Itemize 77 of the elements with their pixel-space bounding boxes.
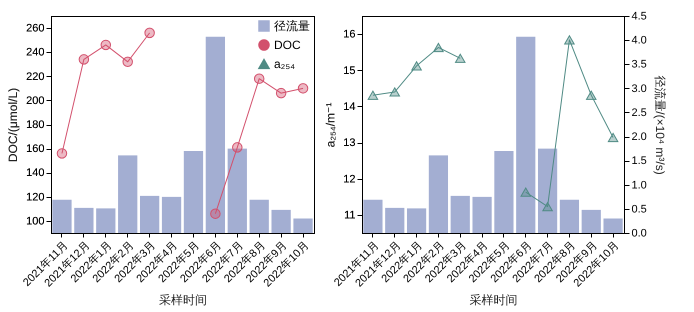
- point: [455, 54, 466, 63]
- y-tick-label: 240: [26, 46, 44, 59]
- y-tick-label: 120: [26, 191, 44, 204]
- point: [78, 54, 90, 65]
- y2-tick-label: 2.5: [632, 106, 647, 119]
- bar: [560, 200, 580, 233]
- point: [368, 90, 378, 100]
- legend-label: DOC: [274, 38, 301, 52]
- legend-label: a₂₅₄: [274, 57, 296, 71]
- bar: [52, 200, 72, 233]
- x-axis-title: 采样时间: [470, 292, 518, 307]
- point: [232, 142, 243, 153]
- point: [298, 83, 308, 94]
- bar: [385, 208, 404, 233]
- point: [210, 208, 221, 219]
- y-axis-title: a₂₅₄/m⁻¹: [323, 102, 338, 148]
- bar: [228, 148, 247, 233]
- point: [100, 40, 112, 50]
- y-tick-label: 11: [344, 209, 356, 222]
- y2-axis-title: 径流量/(×10⁴ m³/s): [652, 75, 667, 175]
- bar: [494, 151, 514, 233]
- y-tick-label: 13: [343, 137, 356, 150]
- bar: [582, 210, 601, 233]
- point: [254, 73, 264, 84]
- y-tick-label: 260: [26, 22, 44, 35]
- y2-tick-label: 4.5: [632, 10, 647, 22]
- y-tick-label: 140: [26, 167, 44, 180]
- bar: [96, 208, 116, 233]
- y2-tick-label: 1.5: [632, 155, 647, 168]
- x-axis-title: 采样时间: [159, 292, 207, 307]
- y2-tick-label: 3.5: [632, 58, 647, 71]
- bar: [184, 151, 204, 233]
- y-tick-label: 180: [26, 119, 44, 131]
- y-axis-title: DOC/(μmol/L): [6, 88, 20, 162]
- bar: [406, 208, 426, 233]
- y-tick-label: 220: [26, 70, 44, 83]
- y-tick-label: 16: [343, 28, 356, 41]
- bar: [516, 36, 536, 233]
- y2-tick-label: 2.0: [632, 131, 647, 144]
- point: [542, 202, 553, 212]
- point: [56, 148, 68, 159]
- y2-tick-label: 0.5: [632, 203, 647, 216]
- y-tick-label: 160: [26, 143, 44, 156]
- bar: [603, 218, 623, 233]
- y-tick-label: 200: [26, 94, 44, 107]
- point: [411, 61, 422, 71]
- bar: [538, 148, 558, 233]
- bar: [118, 155, 138, 233]
- y-tick-label: 15: [343, 64, 356, 77]
- y-tick-label: 100: [26, 215, 44, 228]
- point: [276, 88, 286, 98]
- bar: [450, 196, 470, 233]
- point: [608, 132, 618, 142]
- point: [564, 35, 575, 44]
- bar: [74, 208, 94, 233]
- bar: [472, 196, 492, 233]
- bar: [162, 196, 182, 233]
- bar: [206, 36, 226, 233]
- bar: [363, 200, 383, 233]
- legend-label: 径流量: [274, 19, 310, 33]
- bar: [271, 210, 291, 233]
- bar: [250, 200, 269, 233]
- y2-tick-label: 1.0: [632, 179, 647, 192]
- point: [122, 56, 133, 68]
- y2-tick-label: 4.0: [632, 34, 647, 47]
- point: [586, 90, 596, 100]
- point: [390, 87, 400, 97]
- point: [520, 188, 531, 197]
- bar: [140, 196, 160, 233]
- y2-tick-label: 3.0: [632, 82, 647, 95]
- bar: [428, 155, 448, 233]
- y-tick-label: 12: [343, 173, 356, 186]
- bar: [293, 218, 313, 233]
- point: [144, 28, 155, 38]
- y-tick-label: 14: [343, 100, 356, 113]
- point: [433, 42, 444, 52]
- y2-tick-label: 0.0: [632, 228, 647, 240]
